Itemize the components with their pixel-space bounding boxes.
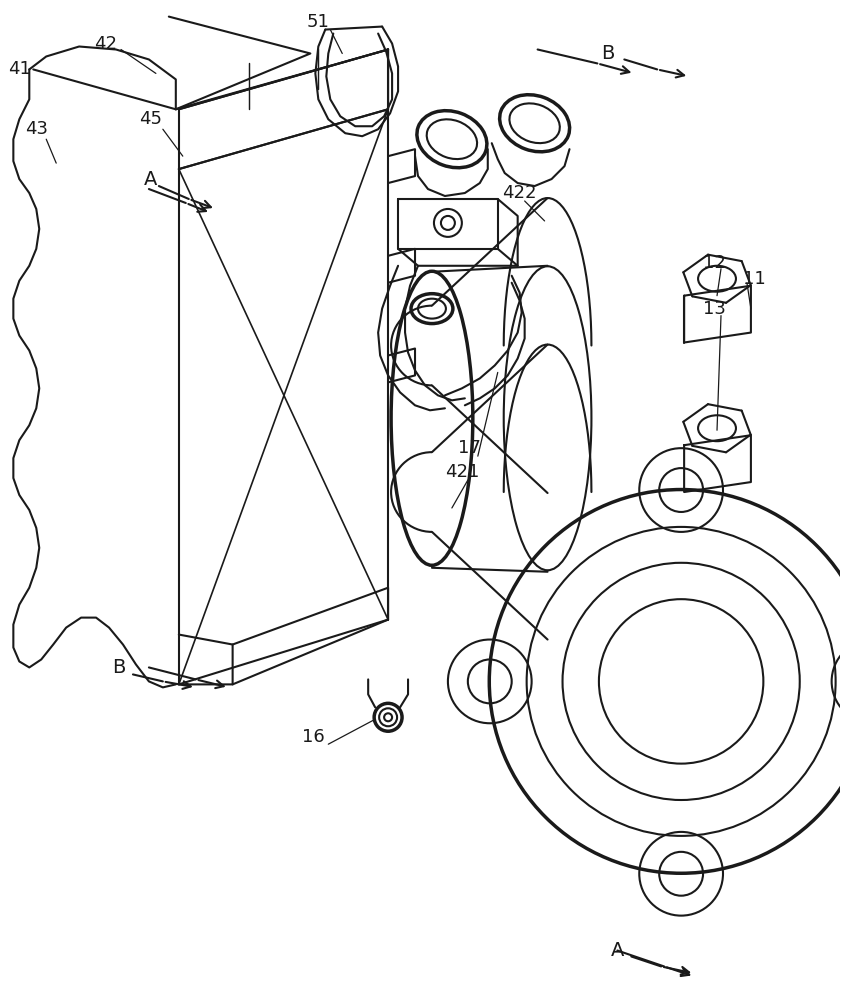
Text: 421: 421	[445, 463, 479, 481]
Text: B: B	[600, 44, 614, 63]
Text: 11: 11	[743, 270, 765, 288]
Text: B: B	[113, 658, 125, 677]
Text: A: A	[611, 941, 624, 960]
Text: 17: 17	[458, 439, 481, 457]
Text: A: A	[144, 170, 157, 189]
Text: 45: 45	[140, 110, 162, 128]
Text: 51: 51	[307, 13, 330, 31]
Text: 422: 422	[502, 184, 537, 202]
Text: 42: 42	[94, 35, 118, 53]
Text: 41: 41	[8, 60, 31, 78]
Text: 16: 16	[302, 728, 325, 746]
Text: 12: 12	[702, 254, 726, 272]
Text: 13: 13	[702, 300, 726, 318]
Text: 43: 43	[24, 120, 48, 138]
